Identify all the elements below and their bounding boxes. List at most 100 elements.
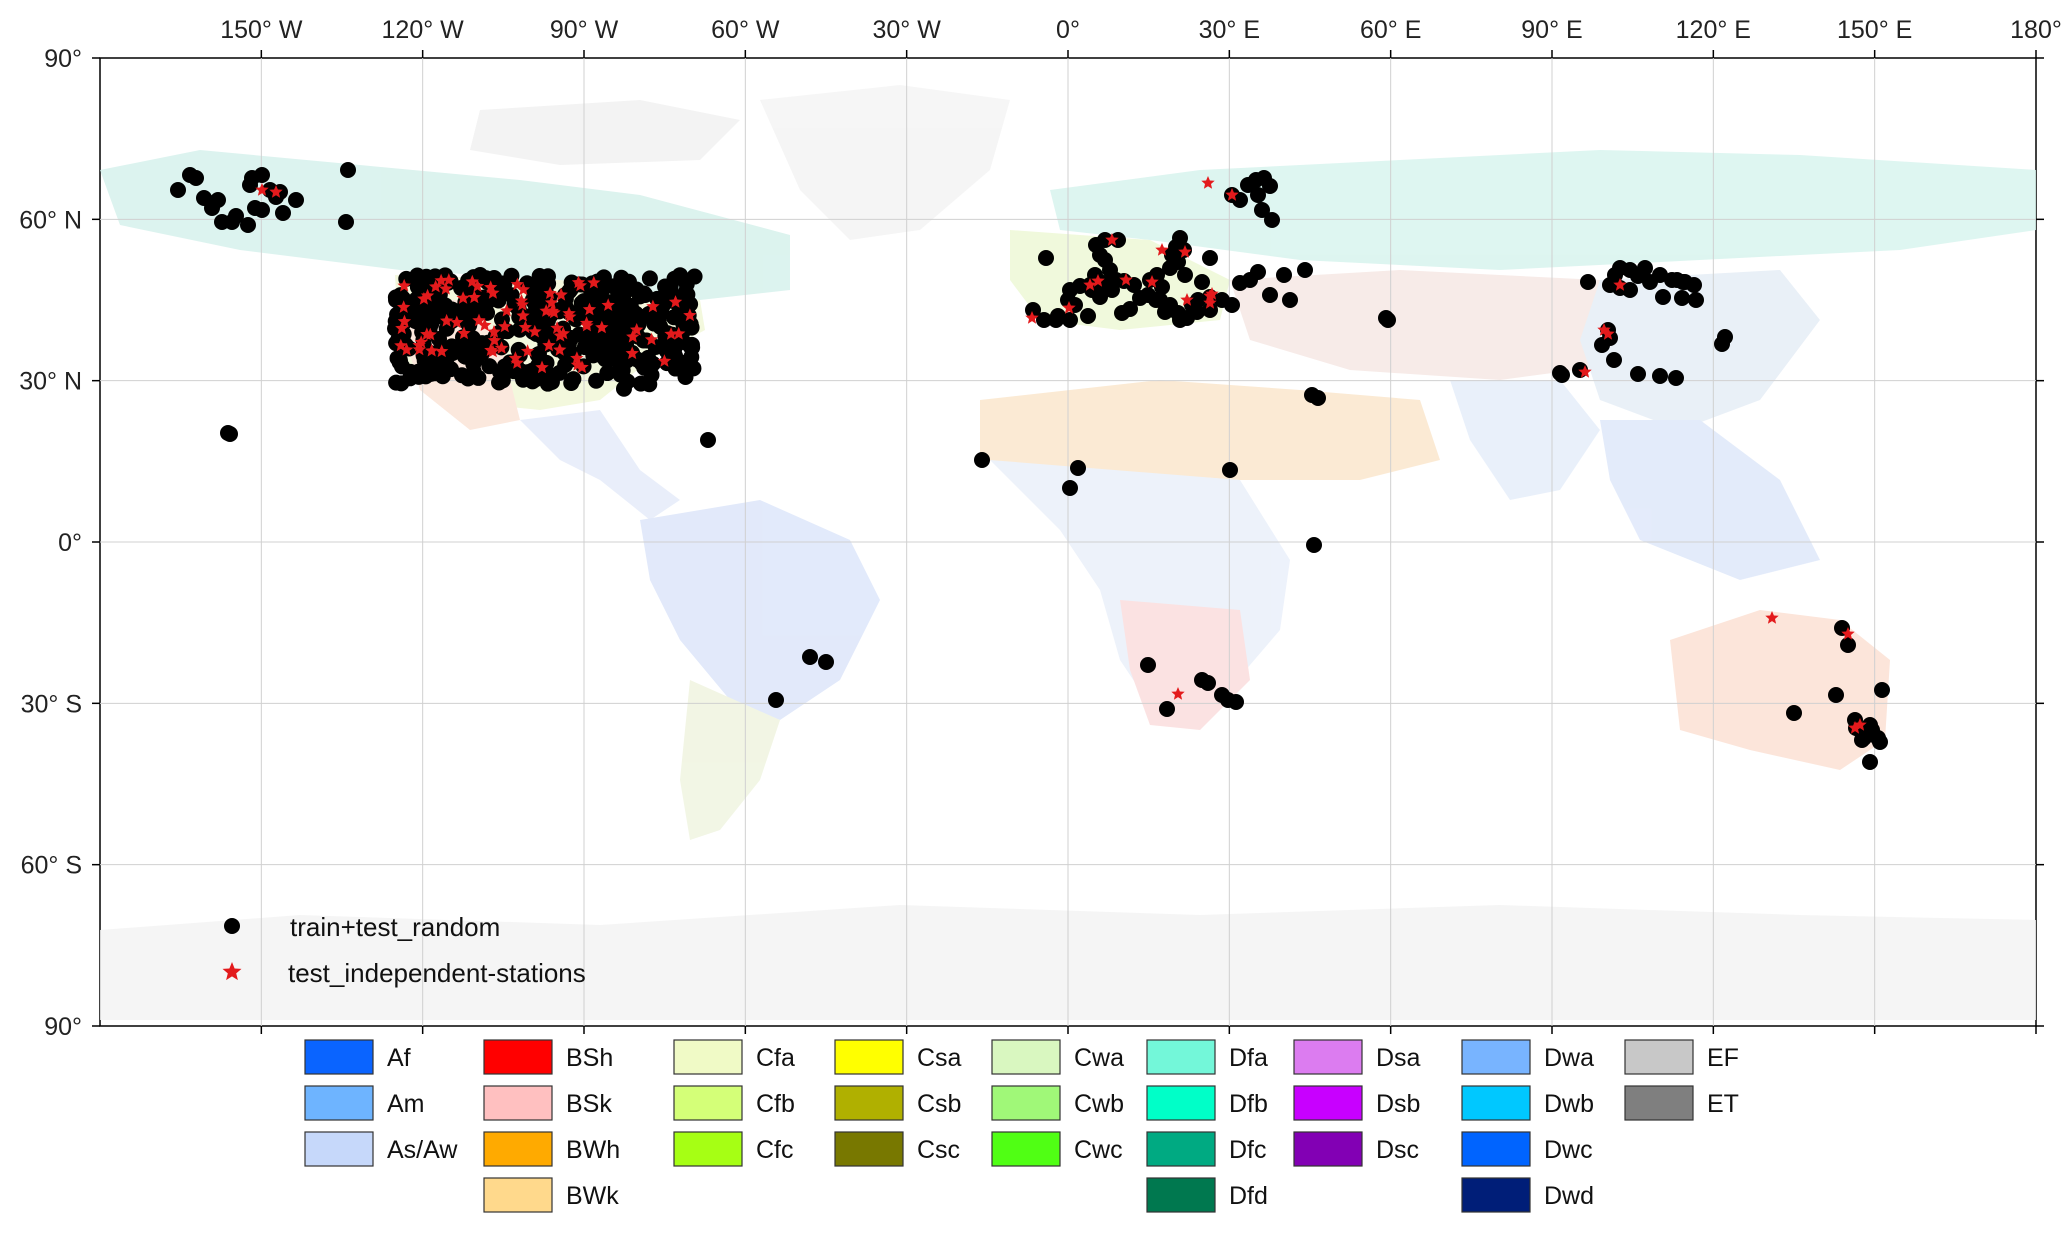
station-star xyxy=(1155,243,1169,256)
station-circle xyxy=(543,328,560,345)
station-circle xyxy=(599,365,616,382)
climate-legend: Af Am As/Aw BSh BSk BWh BWk Cfa Cfb Cfc Csa Csb Csc C… xyxy=(304,1039,1739,1213)
station-circle xyxy=(454,303,471,320)
climate-swatch-bsh xyxy=(483,1039,553,1075)
station-circle xyxy=(1232,192,1248,208)
lat-tick-label: 30° S xyxy=(21,690,82,718)
climate-swatch-cwc xyxy=(991,1131,1061,1167)
station-circle xyxy=(1262,287,1278,303)
climate-label-dwc: Dwc xyxy=(1544,1136,1593,1164)
station-star xyxy=(1171,687,1185,700)
tick-labels: 150° W 120° W 90° W 60° W 30° W 0° 30° E 60° E 9… xyxy=(19,16,2062,1041)
station-circle xyxy=(1097,252,1113,268)
climate-swatch-dfc xyxy=(1146,1131,1216,1167)
station-circle xyxy=(615,380,632,397)
station-circle xyxy=(1222,462,1238,478)
climate-swatch-dfd xyxy=(1146,1177,1216,1213)
climate-swatch-dfa xyxy=(1146,1039,1216,1075)
station-circle xyxy=(1306,537,1322,553)
station-star xyxy=(456,291,470,304)
station-circle xyxy=(681,317,698,334)
climate-label-cfc: Cfc xyxy=(756,1136,794,1164)
station-circle xyxy=(1154,279,1170,295)
lon-tick-label: 150° E xyxy=(1837,16,1912,44)
station-circle xyxy=(340,162,356,178)
climate-swatch-csb xyxy=(834,1085,904,1121)
station-circle xyxy=(1655,289,1671,305)
station-star xyxy=(1201,176,1215,189)
station-star xyxy=(528,324,542,338)
station-circle xyxy=(1250,264,1266,280)
station-star xyxy=(500,303,514,317)
station-circle xyxy=(1200,675,1216,691)
station-star xyxy=(487,333,502,347)
station-star xyxy=(587,275,601,289)
lon-tick-label: 0° xyxy=(1056,16,1080,44)
lon-tick-label: 30° E xyxy=(1199,16,1260,44)
station-circle xyxy=(1828,687,1844,703)
lon-tick-label: 120° E xyxy=(1676,16,1751,44)
station-star xyxy=(1025,311,1039,324)
station-circle xyxy=(387,313,404,330)
station-star xyxy=(518,320,532,334)
climate-label-am: Am xyxy=(387,1090,425,1118)
station-circle xyxy=(1554,367,1570,383)
climate-swatch-dsc xyxy=(1293,1131,1363,1167)
climate-swatch-bwh xyxy=(483,1131,553,1167)
climate-swatch-cfc xyxy=(673,1131,743,1167)
station-star xyxy=(1062,301,1076,314)
station-circle xyxy=(1606,352,1622,368)
station-star xyxy=(571,275,586,289)
station-circle xyxy=(1140,657,1156,673)
station-circle xyxy=(288,192,304,208)
climate-label-af: Af xyxy=(387,1044,411,1072)
station-star xyxy=(544,295,559,309)
station-circle xyxy=(588,372,605,389)
station-star xyxy=(562,306,576,320)
marker-legend: train+test_random test_independent-stati… xyxy=(222,912,586,988)
station-star xyxy=(1853,718,1867,731)
eurasia-boreal xyxy=(1050,150,2036,270)
station-circle xyxy=(1717,329,1733,345)
station-star xyxy=(1105,233,1119,246)
east-asia xyxy=(1580,270,1820,430)
climate-label-bwk: BWk xyxy=(566,1182,619,1210)
station-circle xyxy=(170,182,186,198)
station-star xyxy=(516,282,530,296)
station-circle xyxy=(393,358,410,375)
climate-swatch-as-aw xyxy=(304,1131,374,1167)
station-circle xyxy=(563,375,580,392)
station-star xyxy=(470,279,485,292)
arctic-islands-region xyxy=(470,100,740,165)
station-circle xyxy=(228,208,244,224)
station-star xyxy=(484,280,498,294)
station-star xyxy=(486,286,500,299)
station-star xyxy=(1203,296,1217,309)
station-star xyxy=(397,314,412,328)
climate-label-dsb: Dsb xyxy=(1376,1090,1420,1118)
station-circle xyxy=(1642,274,1658,290)
station-circle xyxy=(254,202,270,218)
station-star xyxy=(539,304,553,317)
station-circle xyxy=(683,349,700,366)
station-circle xyxy=(503,267,520,284)
station-star xyxy=(668,295,683,308)
station-star xyxy=(553,328,567,342)
climate-label-dfd: Dfd xyxy=(1229,1182,1268,1210)
station-circle xyxy=(1036,312,1052,328)
lon-tick-label: 60° E xyxy=(1360,16,1421,44)
station-circle xyxy=(700,432,716,448)
station-circle xyxy=(667,347,684,364)
axis-ticks xyxy=(92,50,2044,1034)
station-circle xyxy=(640,349,657,366)
station-circle xyxy=(1652,368,1668,384)
station-star xyxy=(510,277,524,291)
station-circle xyxy=(818,654,834,670)
station-circle xyxy=(1088,237,1104,253)
station-star xyxy=(457,326,471,340)
station-star xyxy=(595,320,609,334)
station-circle xyxy=(1025,302,1041,318)
station-circle xyxy=(1668,370,1684,386)
station-circle xyxy=(581,291,598,308)
station-star xyxy=(1203,289,1217,302)
